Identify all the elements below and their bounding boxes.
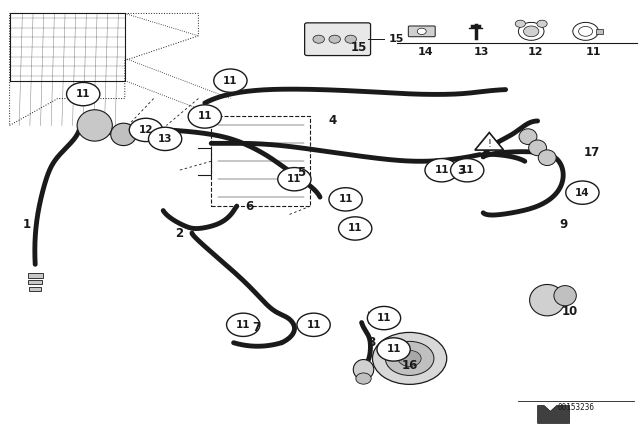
- FancyBboxPatch shape: [28, 273, 43, 278]
- Circle shape: [339, 217, 372, 240]
- Text: 12: 12: [528, 47, 543, 56]
- Circle shape: [372, 332, 447, 384]
- Text: 16: 16: [401, 358, 418, 372]
- Ellipse shape: [538, 150, 556, 165]
- Text: 11: 11: [339, 194, 353, 204]
- Text: 11: 11: [287, 174, 301, 184]
- Text: 17: 17: [584, 146, 600, 159]
- Text: 14: 14: [575, 188, 589, 198]
- Polygon shape: [475, 133, 504, 150]
- Text: 11: 11: [348, 224, 362, 233]
- Circle shape: [367, 306, 401, 330]
- Circle shape: [425, 159, 458, 182]
- Text: 1: 1: [23, 217, 31, 231]
- Ellipse shape: [111, 123, 136, 146]
- Ellipse shape: [353, 359, 374, 380]
- Text: 11: 11: [460, 165, 474, 175]
- Text: 15: 15: [389, 34, 404, 44]
- Circle shape: [329, 35, 340, 43]
- Circle shape: [451, 159, 484, 182]
- Circle shape: [129, 118, 163, 142]
- FancyBboxPatch shape: [211, 116, 310, 206]
- Text: 11: 11: [435, 165, 449, 175]
- FancyBboxPatch shape: [596, 29, 603, 34]
- Circle shape: [227, 313, 260, 336]
- Ellipse shape: [554, 286, 577, 306]
- Text: 11: 11: [586, 47, 601, 56]
- Text: 2: 2: [175, 227, 183, 241]
- Text: 11: 11: [236, 320, 250, 330]
- Ellipse shape: [529, 140, 547, 155]
- Text: 10: 10: [561, 305, 578, 318]
- Circle shape: [67, 82, 100, 106]
- Circle shape: [278, 168, 311, 191]
- Text: 11: 11: [387, 345, 401, 354]
- Polygon shape: [538, 405, 570, 423]
- Text: 11: 11: [307, 320, 321, 330]
- Circle shape: [313, 35, 324, 43]
- Text: 13: 13: [158, 134, 172, 144]
- Ellipse shape: [519, 129, 537, 145]
- Circle shape: [214, 69, 247, 92]
- Text: 11: 11: [198, 112, 212, 121]
- Ellipse shape: [530, 284, 565, 316]
- Circle shape: [148, 127, 182, 151]
- Text: 11: 11: [223, 76, 237, 86]
- Circle shape: [566, 181, 599, 204]
- Text: 8: 8: [367, 336, 375, 349]
- FancyBboxPatch shape: [29, 287, 41, 291]
- Text: 7: 7: [252, 320, 260, 334]
- Circle shape: [297, 313, 330, 336]
- Text: !: !: [487, 139, 492, 149]
- Text: 14: 14: [418, 47, 433, 56]
- FancyBboxPatch shape: [28, 280, 42, 284]
- Circle shape: [524, 26, 539, 37]
- Circle shape: [537, 20, 547, 27]
- Circle shape: [417, 28, 426, 34]
- Circle shape: [579, 26, 593, 36]
- Circle shape: [188, 105, 221, 128]
- Text: 12: 12: [139, 125, 153, 135]
- Ellipse shape: [356, 373, 371, 384]
- Circle shape: [385, 341, 434, 375]
- Text: 11: 11: [377, 313, 391, 323]
- Text: 9: 9: [559, 217, 567, 231]
- Text: 00153236: 00153236: [557, 403, 595, 412]
- Circle shape: [329, 188, 362, 211]
- Circle shape: [345, 35, 356, 43]
- Circle shape: [377, 338, 410, 361]
- Text: 3: 3: [457, 164, 465, 177]
- Circle shape: [398, 350, 421, 366]
- Text: 13: 13: [474, 47, 489, 56]
- Circle shape: [518, 22, 544, 40]
- Text: 4: 4: [329, 114, 337, 128]
- Ellipse shape: [77, 110, 113, 141]
- FancyBboxPatch shape: [305, 23, 371, 56]
- Text: 15: 15: [350, 40, 367, 54]
- Text: 6: 6: [246, 199, 253, 213]
- Text: 11: 11: [76, 89, 90, 99]
- Text: 5: 5: [297, 166, 305, 179]
- Circle shape: [573, 22, 598, 40]
- Circle shape: [515, 20, 525, 27]
- FancyBboxPatch shape: [408, 26, 435, 37]
